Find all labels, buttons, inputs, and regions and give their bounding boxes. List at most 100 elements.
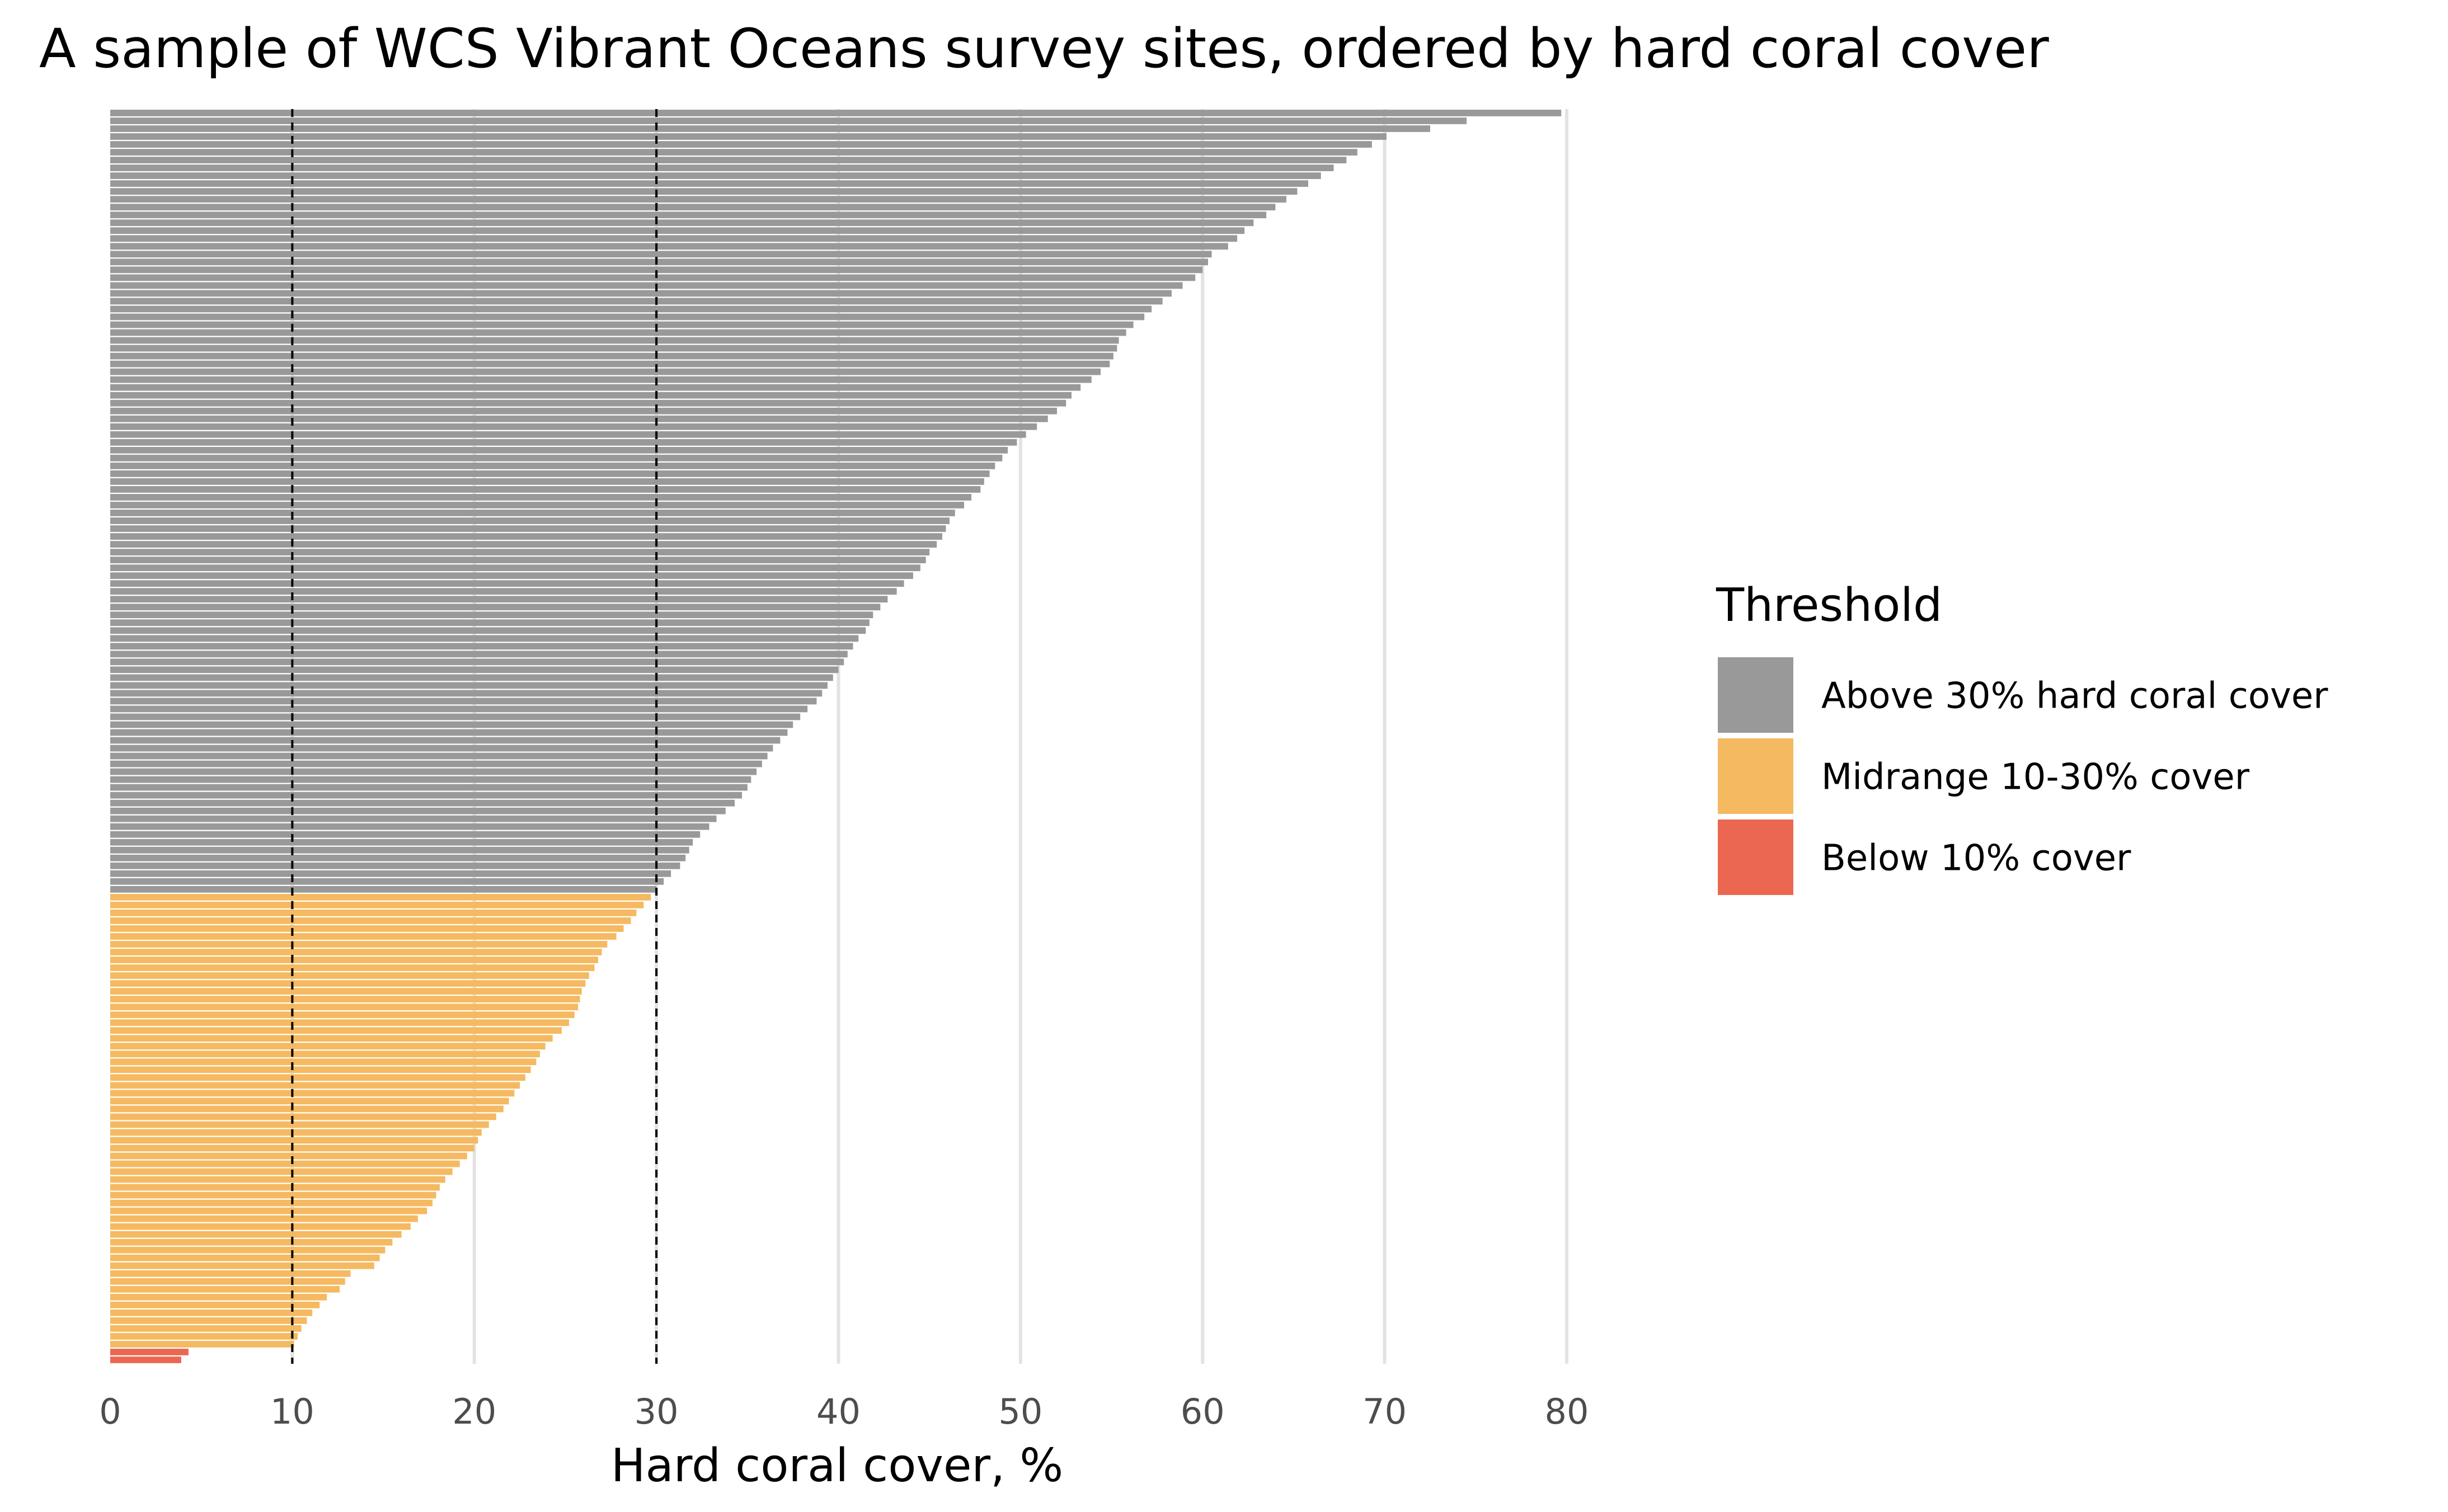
bar [110,784,748,791]
x-axis-ticks: 0 10 20 30 40 50 60 70 80 [99,1391,1589,1432]
bar [110,486,981,493]
bar [110,1301,320,1308]
bar [110,933,617,940]
bar [110,352,1113,360]
bar [110,541,937,548]
bar [110,1341,294,1348]
bar [110,878,664,885]
bar [110,658,844,666]
bar [110,439,1017,446]
bar [110,996,580,1003]
bar [110,188,1298,195]
bar [110,298,1163,305]
bar [110,917,631,924]
x-axis-title: Hard coral cover, % [611,1439,1063,1492]
bar [110,1231,402,1238]
bar [110,799,735,807]
bar [110,313,1145,321]
x-tick-label: 0 [99,1391,121,1432]
bar [110,282,1183,289]
legend-swatch [1718,738,1793,814]
bar [110,776,751,783]
bar [110,266,1203,274]
bar [110,274,1196,281]
bar [110,1074,525,1081]
bar [110,1004,579,1011]
bar [110,1160,460,1167]
bar [110,219,1254,227]
bar [110,1051,540,1058]
bar [110,815,717,822]
bar [110,831,701,838]
bar [110,164,1334,172]
bar [110,862,680,869]
bar [110,399,1066,407]
bar [110,1199,433,1207]
legend-label: Below 10% cover [1821,838,2131,879]
bar [110,360,1110,368]
bar [110,1082,520,1089]
bar [110,1278,345,1285]
bar [110,1152,467,1160]
bar [110,321,1134,328]
bar [110,431,1026,438]
bar [110,494,972,501]
bar [110,564,920,571]
reference-lines [291,109,658,1364]
bar [110,1285,340,1293]
bar [110,964,595,971]
bar [110,1246,386,1254]
bar [110,651,848,658]
bar [110,1293,327,1301]
bar [110,705,808,713]
bar [110,510,955,516]
bar [110,713,801,720]
bar [110,1035,553,1042]
bar [110,902,644,908]
bar [110,627,866,634]
bar [110,910,637,916]
x-tick-label: 30 [635,1391,679,1432]
bar [110,1098,509,1105]
bar [110,1191,436,1199]
x-tick-label: 50 [998,1391,1042,1432]
bar [110,345,1117,352]
bar [110,1066,531,1073]
bar [110,1129,482,1136]
x-tick-label: 60 [1181,1391,1225,1432]
bar [110,227,1245,234]
bar [110,384,1081,391]
legend-label: Midrange 10-30% cover [1821,757,2250,798]
bar [110,1349,189,1355]
bar [110,478,984,485]
bar [110,643,853,650]
bar [110,462,995,469]
bar [110,949,602,955]
bar [110,235,1238,242]
bar [110,745,773,752]
bar [110,133,1387,140]
bar [110,768,757,775]
gridlines [290,109,1568,1364]
bar [110,337,1119,344]
bar [110,557,926,563]
bar [110,596,888,603]
bar [110,925,624,932]
bar [110,290,1172,297]
bar [110,1254,380,1261]
bar [110,1105,504,1113]
legend-swatch [1718,657,1793,733]
bar [110,157,1347,164]
bar [110,329,1126,336]
bar [110,1058,537,1066]
legend-title: Threshold [1716,579,1942,632]
bar [110,839,693,846]
bar [110,549,930,555]
x-tick-label: 40 [816,1391,861,1432]
chart-title: A sample of WCS Vibrant Oceans survey si… [39,17,2049,80]
bar [110,172,1321,180]
bar [110,125,1430,132]
bar [110,1090,515,1097]
bar [110,619,870,627]
bar [110,885,657,893]
